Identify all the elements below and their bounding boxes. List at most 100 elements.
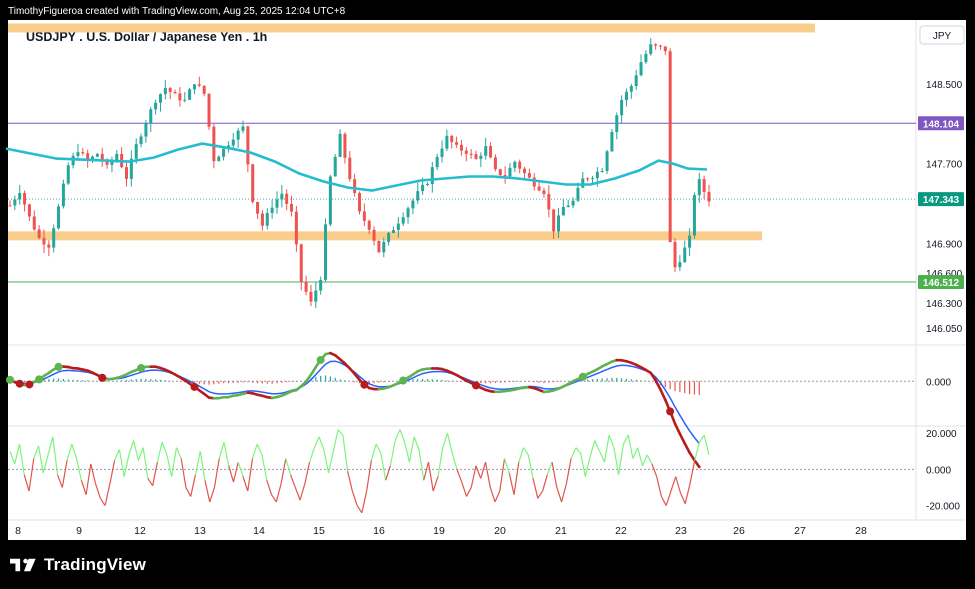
momentum-segment — [608, 434, 615, 448]
candle-body — [270, 207, 274, 213]
momentum-segment — [171, 447, 178, 477]
momentum-segment — [332, 429, 339, 452]
momentum-segment — [47, 436, 54, 456]
price-axis[interactable]: 148.500 147.700 146.900 146.600 146.300 146.0… — [918, 80, 964, 335]
momentum-segment — [180, 458, 187, 488]
momentum-segment — [61, 460, 68, 488]
candle-body — [547, 193, 551, 210]
candle-body — [566, 205, 570, 208]
candle-body — [134, 144, 138, 159]
momentum-segment — [641, 454, 648, 467]
candle-body — [207, 93, 211, 127]
momentum-segment — [156, 442, 163, 463]
candle-body — [294, 211, 298, 245]
momentum-tick-label: 0.000 — [926, 465, 951, 476]
time-axis[interactable]: 8 9 12 13 14 15 16 19 20 21 22 23 26 27 28 — [15, 525, 867, 537]
tradingview-wordmark: TradingView — [44, 555, 147, 574]
momentum-segment — [137, 447, 144, 461]
candle-body — [362, 211, 366, 221]
momentum-segment — [37, 445, 44, 474]
date-tick-label: 21 — [555, 525, 567, 537]
candle-body — [197, 84, 201, 86]
candle-body — [455, 142, 459, 145]
momentum-segment — [432, 476, 439, 492]
momentum-segment — [660, 496, 667, 506]
momentum-segment — [541, 474, 548, 492]
candle-body — [100, 153, 104, 162]
candle-body — [42, 237, 46, 245]
momentum-segment — [104, 483, 111, 506]
momentum-segment — [309, 447, 315, 463]
momentum-segment — [161, 442, 168, 456]
momentum-segment — [637, 447, 644, 466]
candle-body — [508, 167, 512, 177]
momentum-segment — [133, 440, 139, 461]
momentum-segment — [342, 434, 349, 472]
candle-body — [290, 203, 294, 212]
oscillator-pane — [6, 351, 916, 469]
candle-body — [654, 44, 658, 46]
momentum-segment — [304, 462, 311, 484]
momentum-segment — [408, 436, 415, 463]
momentum-segment — [23, 474, 30, 492]
candle-body — [498, 169, 502, 176]
candle-body — [629, 86, 633, 92]
candle-body — [527, 173, 531, 178]
momentum-segment — [75, 458, 82, 481]
candle-body — [319, 279, 323, 291]
support-resistance-zones — [8, 23, 815, 241]
candle-body — [493, 157, 497, 170]
date-tick-label: 28 — [855, 525, 867, 537]
candle-body — [37, 229, 41, 238]
momentum-segment — [508, 472, 515, 495]
candle-body — [124, 167, 129, 179]
price-badge-label: 146.512 — [923, 278, 960, 289]
momentum-segment — [166, 454, 173, 477]
momentum-segment — [499, 458, 506, 492]
tradingview-logo-icon — [10, 558, 36, 572]
osc-cross-dot — [472, 381, 480, 390]
momentum-segment — [527, 454, 534, 479]
momentum-segment — [328, 451, 334, 474]
momentum-segment — [546, 461, 553, 476]
candle-body — [406, 208, 410, 218]
momentum-segment — [632, 447, 639, 459]
candle-body — [377, 240, 381, 253]
momentum-segment — [651, 463, 658, 477]
momentum-segment — [675, 476, 682, 494]
candle-body — [435, 156, 439, 168]
momentum-segment — [351, 490, 358, 506]
currency-button[interactable] — [919, 25, 965, 45]
date-tick-label: 26 — [733, 525, 745, 537]
momentum-segment — [323, 449, 330, 474]
momentum-segment — [622, 434, 629, 445]
candle-body — [649, 44, 653, 54]
candle-body — [231, 139, 235, 146]
candle-body — [590, 178, 595, 180]
currency-button-label[interactable]: JPY — [933, 31, 952, 42]
date-tick-label: 27 — [794, 525, 806, 537]
candle-body — [634, 75, 638, 87]
momentum-segment — [484, 462, 491, 488]
ema-line — [5, 142, 708, 192]
price-zone-1 — [8, 231, 762, 241]
osc-cross-dot — [399, 376, 408, 385]
candle-body — [188, 89, 192, 100]
candle-body — [299, 244, 303, 282]
candle-body — [459, 144, 463, 151]
symbol-title: USDJPY . U.S. Dollar / Japanese Yen . 1h — [26, 30, 267, 44]
osc-cross-dot — [25, 380, 34, 389]
candle-body — [532, 177, 536, 187]
candle-body — [178, 93, 182, 101]
candle-body — [571, 200, 575, 206]
tradingview-brand[interactable]: TradingView — [10, 555, 146, 575]
momentum-segment — [523, 447, 529, 456]
momentum-segment — [142, 447, 149, 479]
momentum-segment — [413, 436, 420, 450]
candle-body — [464, 150, 468, 154]
momentum-segment — [232, 462, 239, 483]
osc-main-segment — [693, 458, 701, 469]
candle-body — [624, 91, 628, 100]
osc-main-segment — [678, 432, 687, 445]
